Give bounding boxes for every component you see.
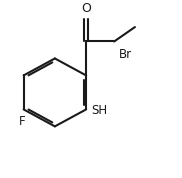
Text: F: F xyxy=(19,115,25,128)
Text: Br: Br xyxy=(119,48,132,61)
Text: SH: SH xyxy=(91,104,107,117)
Text: O: O xyxy=(81,2,91,15)
